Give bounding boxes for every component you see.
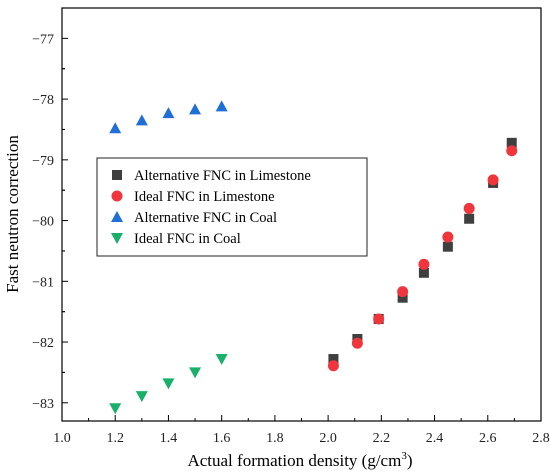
- axis-ticks: 1.0 1.2 1.4 1.6 1.8 2.0 2.2 2.4 2.6 2.8 −77 −78 −79 −…: [32, 32, 550, 446]
- y-tick-label: −82: [32, 336, 54, 351]
- data-point-series-1: [506, 137, 517, 148]
- legend-label-2: Ideal FNC in Limestone: [134, 189, 275, 205]
- data-point-series-1: [397, 292, 408, 303]
- data-point-series-2: [463, 202, 475, 214]
- x-axis-title-end: ): [407, 451, 413, 470]
- x-tick-label: 2.2: [373, 431, 391, 446]
- x-tick-label: 1.0: [53, 431, 71, 446]
- data-point-series-2: [442, 231, 454, 243]
- data-point-series-2: [418, 258, 430, 270]
- legend-marker-2: [111, 190, 123, 202]
- data-point-series-2: [506, 145, 518, 157]
- legend-marker-3: [111, 211, 123, 222]
- data-point-series-3: [189, 103, 202, 115]
- data-point-series-4: [109, 403, 122, 415]
- data-point-series-4: [162, 378, 175, 390]
- x-tick-label: 2.4: [426, 431, 444, 446]
- y-tick-label: −83: [32, 397, 54, 412]
- x-tick-label: 1.8: [266, 431, 284, 446]
- x-tick-label: 2.8: [532, 431, 550, 446]
- legend-box: [96, 157, 368, 257]
- x-tick-label: 1.4: [160, 431, 178, 446]
- data-point-series-2: [373, 313, 385, 325]
- data-point-series-2: [487, 174, 499, 186]
- y-tick-label: −78: [32, 93, 54, 108]
- legend-marker-4: [111, 233, 123, 244]
- y-axis-title: Fast neutron correction: [3, 135, 22, 293]
- data-point-series-1: [328, 354, 339, 365]
- data-point-series-3: [135, 114, 148, 126]
- data-point-series-2: [351, 337, 363, 349]
- y-tick-label: −77: [32, 32, 54, 47]
- legend-label-4: Ideal FNC in Coal: [134, 231, 241, 247]
- x-tick-label: 2.0: [319, 431, 337, 446]
- legend-label-3: Alternative FNC in Coal: [134, 210, 277, 226]
- legend-marker-1: [112, 170, 122, 180]
- data-points: [109, 100, 518, 415]
- legend: Alternative FNC in Limestone Ideal FNC in…: [96, 157, 368, 257]
- y-tick-label: −80: [32, 215, 54, 230]
- data-point-series-3: [162, 107, 175, 119]
- legend-label-1: Alternative FNC in Limestone: [134, 168, 311, 184]
- data-point-series-2: [397, 286, 409, 298]
- data-point-series-1: [442, 241, 453, 252]
- data-point-series-3: [109, 122, 122, 134]
- y-tick-label: −81: [32, 275, 54, 290]
- data-point-series-3: [215, 100, 228, 112]
- data-point-series-4: [215, 354, 228, 366]
- data-point-series-1: [418, 267, 429, 278]
- x-axis-title-sup: 3: [401, 450, 407, 462]
- x-axis-title-main: Actual formation density (g/cm: [187, 451, 401, 470]
- x-axis-title: Actual formation density (g/cm3): [187, 450, 412, 470]
- data-point-series-1: [464, 213, 475, 224]
- y-tick-label: −79: [32, 154, 54, 169]
- x-tick-label: 1.2: [106, 431, 124, 446]
- data-point-series-4: [189, 367, 202, 379]
- legend-items: Alternative FNC in Limestone Ideal FNC in…: [111, 168, 311, 247]
- data-point-series-2: [327, 360, 339, 372]
- data-point-series-4: [135, 391, 148, 403]
- x-tick-label: 1.6: [213, 431, 231, 446]
- x-tick-label: 2.6: [479, 431, 497, 446]
